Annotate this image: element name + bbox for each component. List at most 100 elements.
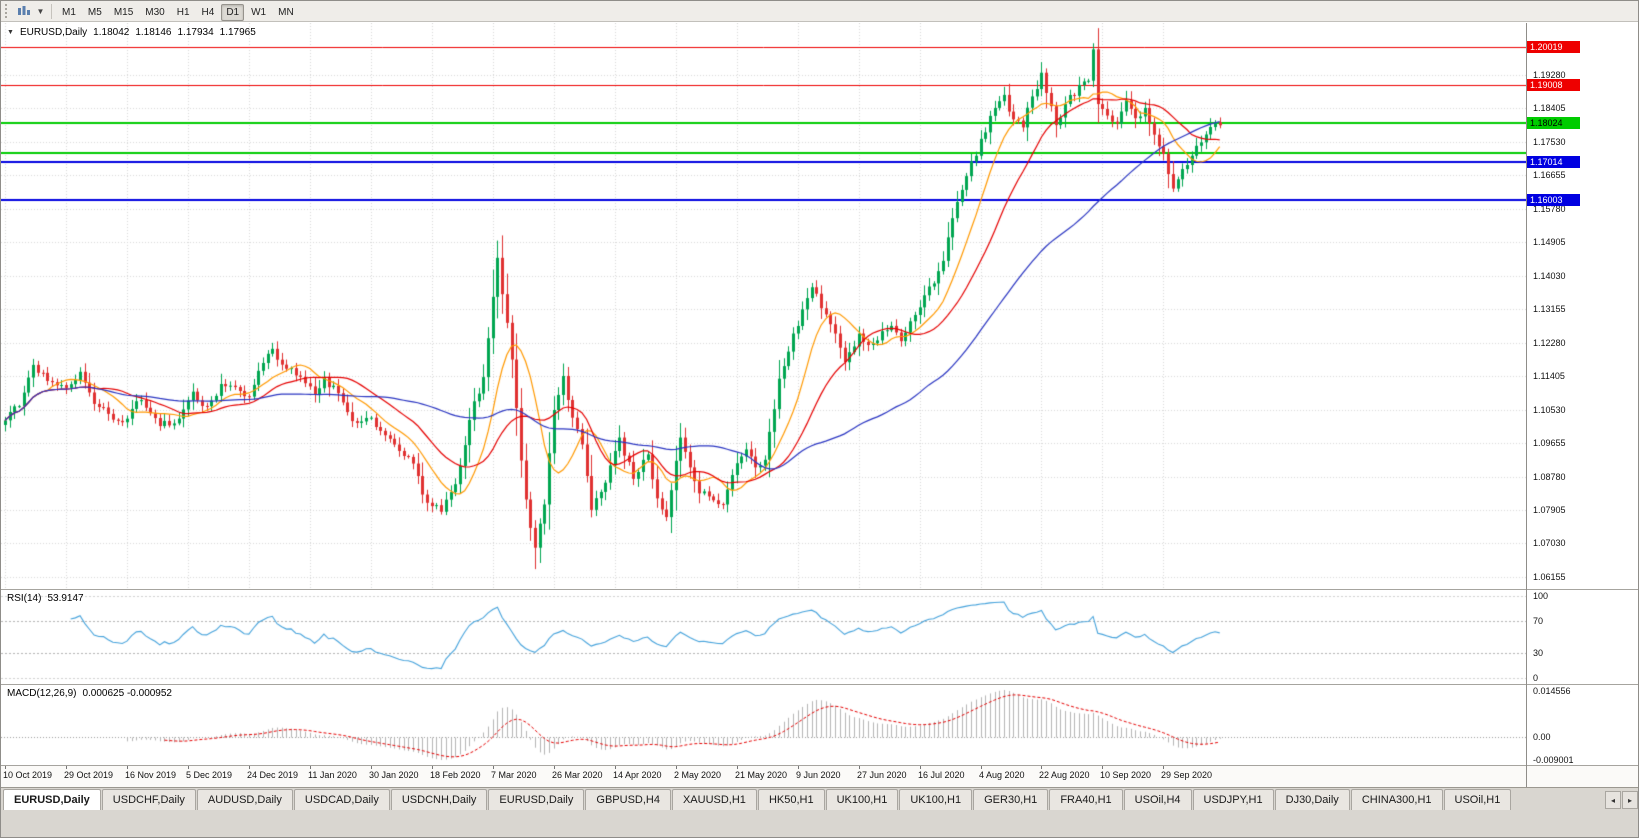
time-axis-tick [493,766,494,769]
time-axis-label: 10 Sep 2020 [1100,770,1152,780]
chart-tab-usoil-h4[interactable]: USOil,H4 [1123,789,1192,810]
price-grid-label: 1.07905 [1533,505,1566,516]
macd-canvas[interactable] [1,685,1526,765]
tabs-scroll: ◂ ▸ [1605,791,1638,809]
timeframe-button-h4[interactable]: H4 [197,4,220,21]
time-axis-tick [1102,766,1103,769]
price-grid-label: 1.09655 [1533,438,1566,449]
chart-tab-china300-h1[interactable]: CHINA300,H1 [1350,789,1443,810]
chart-tab-dj30-daily[interactable]: DJ30,Daily [1274,789,1350,810]
rsi-axis-label: 0 [1533,673,1539,683]
price-chart-canvas[interactable] [1,23,1526,589]
timeframe-toolbar: ▼ M1 M5 M15 M30 H1 H4 D1 W1 MN [1,1,1638,22]
chart-tab-ger30-h1[interactable]: GER30,H1 [973,789,1049,810]
panel-separator[interactable] [1,589,1638,590]
price-grid-label: 1.08780 [1533,471,1566,482]
time-axis-tick [920,766,921,769]
chart-tab-gbpusd-h4[interactable]: GBPUSD,H4 [585,789,671,810]
time-axis-label: 16 Nov 2019 [125,770,177,780]
chart-tab-usoil-h1[interactable]: USOil,H1 [1443,789,1512,810]
chart-tab-hk50-h1[interactable]: HK50,H1 [757,789,825,810]
ohlc-low: 1.17934 [177,27,214,38]
caret-down-icon[interactable]: ▼ [36,6,45,16]
chart-tab-usdcad-daily[interactable]: USDCAD,Daily [293,789,390,810]
rsi-indicator-value: 53.9147 [47,593,84,604]
price-grid-label: 1.15780 [1533,203,1566,214]
chart-tab-usdjpy-h1[interactable]: USDJPY,H1 [1192,789,1274,810]
chart-tab-uk100-h1[interactable]: UK100,H1 [825,789,899,810]
time-axis-label: 24 Dec 2019 [247,770,299,780]
time-axis-label: 29 Oct 2019 [64,770,114,780]
chart-tab-usdcnh-daily[interactable]: USDCNH,Daily [390,789,488,810]
time-axis-label: 7 Mar 2020 [491,770,537,780]
chart-tab-audusd-daily[interactable]: AUDUSD,Daily [196,789,293,810]
chart-tab-usdchf-daily[interactable]: USDCHF,Daily [101,789,196,810]
time-axis-label: 18 Feb 2020 [430,770,481,780]
rsi-axis-label: 70 [1533,615,1544,626]
time-axis-label: 16 Jul 2020 [918,770,965,780]
tabs-scroll-right-button[interactable]: ▸ [1622,791,1638,809]
timeframe-button-m5[interactable]: M5 [83,4,107,21]
price-grid-label: 1.12280 [1533,337,1566,348]
time-axis-tick [1041,766,1042,769]
time-axis-label: 9 Jun 2020 [796,770,841,780]
macd-axis-zero-label: 0.00 [1533,732,1551,743]
price-grid-label: 1.10530 [1533,404,1566,415]
panel-separator[interactable] [1,684,1638,685]
timeframe-button-m15[interactable]: M15 [109,4,138,21]
price-axis: 1.19280 1.18405 1.17530 1.16655 1.15780 1.149… [1527,1,1638,787]
macd-indicator-name: MACD(12,26,9) [7,688,77,699]
chart-tab-eurusd-daily[interactable]: EURUSD,Daily [3,789,101,810]
collapse-arrow-icon[interactable]: ▼ [7,29,14,36]
macd-indicator-values: 0.000625 -0.000952 [82,688,172,699]
price-grid-label: 1.06155 [1533,571,1566,582]
time-axis-label: 10 Oct 2019 [3,770,53,780]
chart-tab-fra40-h1[interactable]: FRA40,H1 [1049,789,1123,810]
candlestick-chart-icon[interactable] [14,2,34,21]
timeframe-button-m1[interactable]: M1 [57,4,81,21]
rsi-canvas[interactable] [1,590,1526,684]
time-axis-tick [676,766,677,769]
rsi-panel[interactable]: RSI(14) 53.9147 [1,590,1638,684]
timeframe-button-mn[interactable]: MN [273,4,299,21]
time-axis-label: 29 Sep 2020 [1161,770,1213,780]
chart-tab-uk100-h1[interactable]: UK100,H1 [899,789,973,810]
chart-tabs-bar: EURUSD,Daily USDCHF,Daily AUDUSD,Daily USDC… [1,787,1638,837]
time-axis-tick [615,766,616,769]
time-axis-tick [66,766,67,769]
time-axis-label: 11 Jan 2020 [308,770,357,780]
time-axis-tick [1163,766,1164,769]
time-axis-tick [371,766,372,769]
macd-label: MACD(12,26,9) 0.000625 -0.000952 [7,688,172,699]
tabs-scroll-left-button[interactable]: ◂ [1605,791,1621,809]
chart-tab-eurusd-daily[interactable]: EURUSD,Daily [488,789,585,810]
price-grid-label: 1.07030 [1533,538,1566,549]
chart-symbol-label: EURUSD,Daily [19,27,88,38]
macd-panel[interactable]: MACD(12,26,9) 0.000625 -0.000952 [1,685,1638,765]
macd-axis-bottom-label: -0.009001 [1533,755,1574,765]
timeframe-button-w1[interactable]: W1 [246,4,271,21]
rsi-axis-label: 30 [1533,648,1544,659]
main-chart-panel[interactable]: ▼ EURUSD,Daily 1.18042 1.18146 1.17934 1… [1,23,1638,589]
price-grid-label: 1.11405 [1533,371,1565,382]
rsi-axis-label: 100 [1533,591,1549,601]
time-axis-label: 4 Aug 2020 [979,770,1025,780]
price-axis-separator [1526,23,1527,787]
timeframe-button-d1[interactable]: D1 [221,3,245,21]
time-axis: 10 Oct 2019 29 Oct 2019 16 Nov 2019 5 Dec 2… [1,766,1638,787]
time-axis-tick [5,766,6,769]
time-axis-tick [554,766,555,769]
time-axis-tick [859,766,860,769]
time-axis-label: 22 Aug 2020 [1039,770,1090,780]
toolbar-separator [51,3,52,19]
timeframe-button-m30[interactable]: M30 [140,4,169,21]
toolbar-grip[interactable] [5,4,11,18]
price-grid-label: 1.17530 [1533,136,1566,147]
chart-ohlc-header: ▼ EURUSD,Daily 1.18042 1.18146 1.17934 1… [7,27,256,38]
price-grid-label: 1.16655 [1533,170,1566,181]
timeframe-button-h1[interactable]: H1 [172,4,195,21]
time-axis-tick [737,766,738,769]
time-axis-label: 2 May 2020 [674,770,722,780]
chart-tab-xauusd-h1[interactable]: XAUUSD,H1 [671,789,757,810]
ohlc-close: 1.17965 [219,27,256,38]
